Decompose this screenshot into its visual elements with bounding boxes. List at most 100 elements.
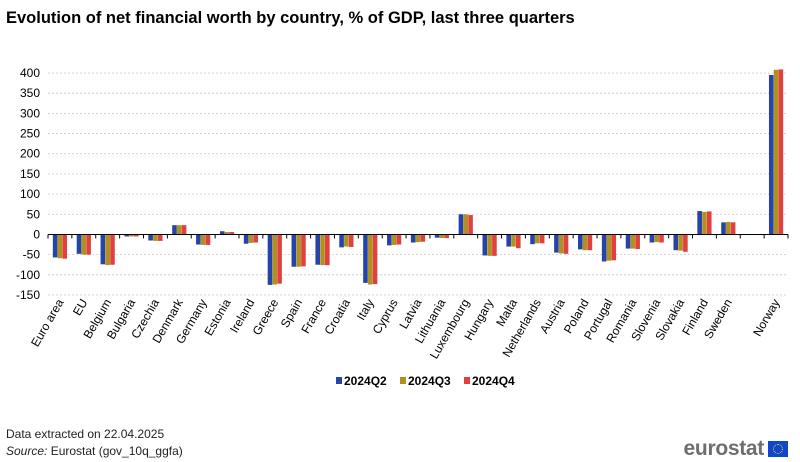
bar-2024Q2-Belgium xyxy=(100,234,106,265)
y-tick-label: 150 xyxy=(20,167,40,181)
bar-2024Q4-Croatia xyxy=(348,234,354,247)
bar-2024Q3-Belgium xyxy=(105,234,110,266)
bar-2024Q2-Netherlands xyxy=(530,234,535,245)
x-tick-label: EU xyxy=(70,297,90,318)
bar-chart: -150 -100 -50 0 50 100 150 200 250 300 350 400 Euro… xyxy=(16,66,789,388)
bar-2024Q3-Czechia xyxy=(153,234,158,241)
bar-2024Q3-Greece xyxy=(272,234,278,285)
x-tick-label: Italy xyxy=(354,297,377,323)
bar-2024Q3-Slovenia xyxy=(654,234,660,243)
bar-2024Q3-Hungary xyxy=(487,234,492,256)
bar-2024Q4-France xyxy=(325,234,330,266)
bar-2024Q2-Portugal xyxy=(601,234,607,262)
legend-swatch xyxy=(464,377,470,384)
y-tick-label: -150 xyxy=(16,288,40,302)
legend-swatch xyxy=(400,377,406,384)
bar-2024Q3-EU xyxy=(81,234,87,255)
bar-2024Q4-Portugal xyxy=(611,234,617,261)
bar-2024Q4-Luxembourg xyxy=(468,215,473,235)
bar-2024Q4-EU xyxy=(86,234,91,255)
bar-2024Q2-Spain xyxy=(291,234,297,267)
bar-2024Q2-Luxembourg xyxy=(458,214,464,235)
bar-2024Q4-Belgium xyxy=(110,234,115,265)
y-tick-label: 250 xyxy=(20,127,40,141)
bar-2024Q2-Greece xyxy=(267,234,273,285)
bar-2024Q3-Romania xyxy=(630,234,636,249)
bar-2024Q3-Cyprus xyxy=(391,234,397,245)
bar-2024Q2-Malta xyxy=(506,234,511,247)
legend: 2024Q2 2024Q3 2024Q4 xyxy=(336,374,515,388)
y-tick-label: -50 xyxy=(23,248,41,262)
bar-2024Q4-Estonia xyxy=(229,232,235,235)
bar-2024Q3-Luxembourg xyxy=(463,214,469,235)
bar-2024Q4-Bulgaria xyxy=(134,234,139,237)
bar-2024Q2-Sweden xyxy=(721,222,726,235)
bar-2024Q3-Netherlands xyxy=(535,234,540,244)
bar-2024Q2-Slovakia xyxy=(673,234,679,251)
bar-2024Q2-Denmark xyxy=(172,225,177,235)
y-tick-label: 300 xyxy=(20,106,40,120)
bar-2024Q4-Poland xyxy=(587,234,593,251)
bar-2024Q3-Spain xyxy=(296,234,301,267)
bar-2024Q4-Cyprus xyxy=(396,234,402,245)
bar-2024Q2-Euro area xyxy=(52,234,58,258)
bar-2024Q4-Ireland xyxy=(253,234,258,243)
bar-2024Q2-Bulgaria xyxy=(124,234,130,237)
bars xyxy=(52,69,784,285)
y-tick-label: 50 xyxy=(27,207,41,221)
bar-2024Q3-Italy xyxy=(367,234,373,285)
legend-label: 2024Q2 xyxy=(344,374,387,388)
legend-label: 2024Q3 xyxy=(408,374,451,388)
bar-2024Q3-Malta xyxy=(511,234,516,247)
y-axis-ticks: -150 -100 -50 0 50 100 150 200 250 300 350 400 xyxy=(16,66,40,302)
bar-2024Q2-Hungary xyxy=(482,234,488,256)
bar-2024Q2-France xyxy=(315,234,321,265)
x-tick-label: Norway xyxy=(750,297,782,339)
bar-2024Q4-Lithuania xyxy=(444,234,449,239)
bar-2024Q4-Spain xyxy=(301,234,306,267)
bar-2024Q4-Malta xyxy=(515,234,521,249)
bar-2024Q3-Norway xyxy=(773,69,779,235)
bar-2024Q4-Sweden xyxy=(730,222,736,235)
y-tick-label: 200 xyxy=(20,147,40,161)
bar-2024Q4-Hungary xyxy=(492,234,497,256)
bar-2024Q4-Norway xyxy=(778,69,784,235)
eurostat-logo[interactable]: eurostat xyxy=(684,437,788,461)
bar-2024Q2-Czechia xyxy=(148,234,153,241)
chart-title: Evolution of net financial worth by coun… xyxy=(6,9,575,27)
bar-2024Q2-Latvia xyxy=(410,234,416,243)
bar-2024Q2-Poland xyxy=(578,234,583,250)
legend-label: 2024Q4 xyxy=(472,374,515,388)
bar-2024Q2-Ireland xyxy=(243,234,249,244)
bar-2024Q3-Croatia xyxy=(344,234,349,247)
bar-2024Q3-Portugal xyxy=(606,234,612,261)
x-axis xyxy=(47,233,789,239)
bar-2024Q3-Germany xyxy=(200,234,206,245)
bar-2024Q3-Slovakia xyxy=(678,234,683,251)
y-tick-label: -100 xyxy=(16,268,40,282)
y-tick-label: 400 xyxy=(20,66,40,80)
bar-2024Q2-Italy xyxy=(363,234,368,283)
bar-2024Q4-Slovakia xyxy=(683,234,688,252)
bar-2024Q4-Romania xyxy=(635,234,640,249)
bar-2024Q2-Cyprus xyxy=(387,234,392,246)
y-tick-label: 100 xyxy=(20,187,40,201)
bar-2024Q2-Austria xyxy=(554,234,559,253)
bar-2024Q3-France xyxy=(320,234,325,266)
bar-2024Q3-Denmark xyxy=(176,225,182,235)
legend-swatch xyxy=(336,377,342,384)
bar-2024Q3-Latvia xyxy=(415,234,421,243)
data-extracted-note: Data extracted on 22.04.2025 xyxy=(6,427,165,441)
bar-2024Q2-Croatia xyxy=(339,234,344,248)
bar-2024Q4-Netherlands xyxy=(539,234,545,244)
bar-2024Q4-Germany xyxy=(205,234,211,245)
bar-2024Q2-Romania xyxy=(625,234,631,249)
bar-2024Q4-Latvia xyxy=(420,234,426,242)
bar-2024Q3-Sweden xyxy=(726,221,731,235)
bar-2024Q2-Estonia xyxy=(219,231,225,235)
bar-2024Q4-Austria xyxy=(563,234,569,254)
bar-2024Q3-Euro area xyxy=(57,234,63,259)
bar-2024Q3-Ireland xyxy=(248,234,254,243)
y-tick-label: 0 xyxy=(33,227,40,241)
bar-2024Q4-Slovenia xyxy=(659,234,664,243)
